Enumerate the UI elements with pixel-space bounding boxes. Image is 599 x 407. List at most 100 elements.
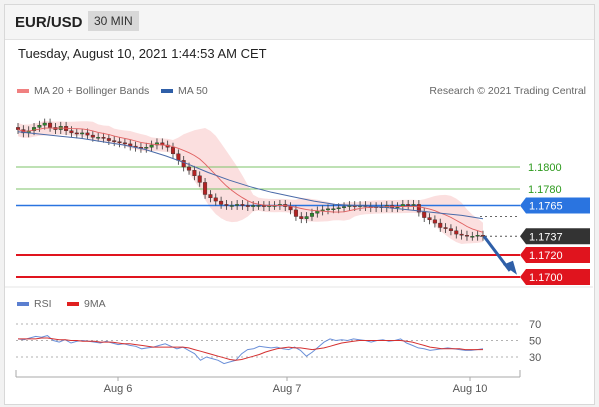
candle-body <box>256 205 261 207</box>
candle-body <box>454 230 459 235</box>
level-tag-s2 <box>520 269 590 285</box>
candle-body <box>106 138 111 141</box>
candle-body <box>197 175 202 183</box>
x-tick-label: Aug 10 <box>453 383 488 395</box>
rsi-level-label: 50 <box>529 336 541 348</box>
candle-body <box>251 205 256 207</box>
rsi-label: RSI <box>34 298 52 310</box>
candle-body <box>96 137 101 139</box>
candle-body <box>432 219 437 224</box>
x-tick-label: Aug 7 <box>273 383 302 395</box>
legend-ma20: MA 20 + Bollinger Bands <box>17 85 149 97</box>
candle-body <box>16 127 21 130</box>
candle-body <box>464 234 469 237</box>
candle-body <box>261 205 266 207</box>
candle-body <box>69 130 74 134</box>
candle-body <box>459 233 464 236</box>
candle-body <box>181 160 186 168</box>
candle-body <box>32 127 37 131</box>
candle-body <box>427 217 432 221</box>
candle-body <box>416 204 421 213</box>
level-label-r2: 1.1800 <box>528 162 562 174</box>
level-label-pivot: 1.1765 <box>529 201 563 213</box>
candle-body <box>309 212 314 217</box>
forecast-arrowhead <box>503 260 517 275</box>
candle-body <box>229 205 234 207</box>
ma50-swatch <box>161 89 173 94</box>
credit: Research © 2021 Trading Central <box>429 85 586 97</box>
candle-body <box>144 146 149 149</box>
ma20-label: MA 20 + Bollinger Bands <box>34 85 150 97</box>
bollinger-band <box>18 120 483 244</box>
candle-body <box>85 132 90 136</box>
chart-header: EUR/USD 30 MIN <box>5 5 594 40</box>
candle-body <box>235 204 240 206</box>
candle-body <box>326 208 331 211</box>
rsi-level-label: 30 <box>529 352 541 364</box>
ma20-line <box>17 127 484 233</box>
ma50-line <box>17 131 484 220</box>
ma9-swatch <box>67 302 79 307</box>
candle-body <box>299 216 304 219</box>
candle-body <box>331 208 336 211</box>
candle-body <box>149 144 154 148</box>
candle-body <box>90 134 95 138</box>
timestamp: Tuesday, August 10, 2021 1:44:53 AM CET <box>18 46 267 61</box>
level-tag-pivot <box>520 197 590 214</box>
rsi-level-label: 70 <box>529 319 541 331</box>
candle-body <box>117 141 122 143</box>
candle-body <box>342 206 347 208</box>
x-tick-label: Aug 6 <box>104 383 133 395</box>
candle-body <box>438 222 443 228</box>
level-label-r1: 1.1780 <box>528 184 562 196</box>
ma20-swatch <box>17 89 29 94</box>
candle-body <box>245 205 250 207</box>
candle-body <box>170 146 175 154</box>
instrument-title: EUR/USD <box>15 14 83 31</box>
level-tag-last <box>520 228 590 245</box>
candle-body <box>411 204 416 206</box>
candle-body <box>203 182 208 195</box>
candle-body <box>304 216 309 219</box>
candle-body <box>122 142 127 145</box>
candle-body <box>293 209 298 217</box>
level-label-last: 1.1737 <box>529 231 563 243</box>
ma9-label: 9MA <box>84 298 106 310</box>
candle-body <box>422 211 427 218</box>
candle-body <box>176 153 181 161</box>
candle-body <box>42 122 47 126</box>
legend-ma50: MA 50 <box>161 85 208 97</box>
candle-body <box>213 197 218 202</box>
candle-body <box>288 206 293 211</box>
ma50-label: MA 50 <box>178 85 208 97</box>
candle-body <box>192 170 197 177</box>
candle-body <box>208 194 213 198</box>
candle-body <box>187 166 192 171</box>
timeframe-badge[interactable]: 30 MIN <box>88 11 139 31</box>
candle-body <box>48 122 53 128</box>
legend-9ma: 9MA <box>67 298 106 310</box>
candle-body <box>74 132 79 135</box>
level-label-s2: 1.1700 <box>529 272 563 284</box>
candle-body <box>101 137 106 139</box>
candle-body <box>224 204 229 206</box>
level-label-s1: 1.1720 <box>529 250 563 262</box>
candle-body <box>37 124 42 128</box>
legend-rsi: RSI <box>17 298 52 310</box>
candle-body <box>475 234 480 237</box>
chart-widget: EUR/USD 30 MIN Tuesday, August 10, 2021 … <box>4 4 595 405</box>
candle-body <box>219 200 224 205</box>
candle-body <box>80 132 85 135</box>
candle-body <box>443 227 448 229</box>
candle-body <box>336 207 341 209</box>
candle-body <box>406 204 411 206</box>
rsi-swatch <box>17 302 29 307</box>
candle-body <box>240 204 245 206</box>
level-tag-s1 <box>520 247 590 263</box>
candle-body <box>112 140 117 142</box>
candle-body <box>470 236 475 238</box>
rsi-line <box>17 335 484 365</box>
rsi-9ma-line <box>18 337 483 361</box>
candle-body <box>448 228 453 232</box>
